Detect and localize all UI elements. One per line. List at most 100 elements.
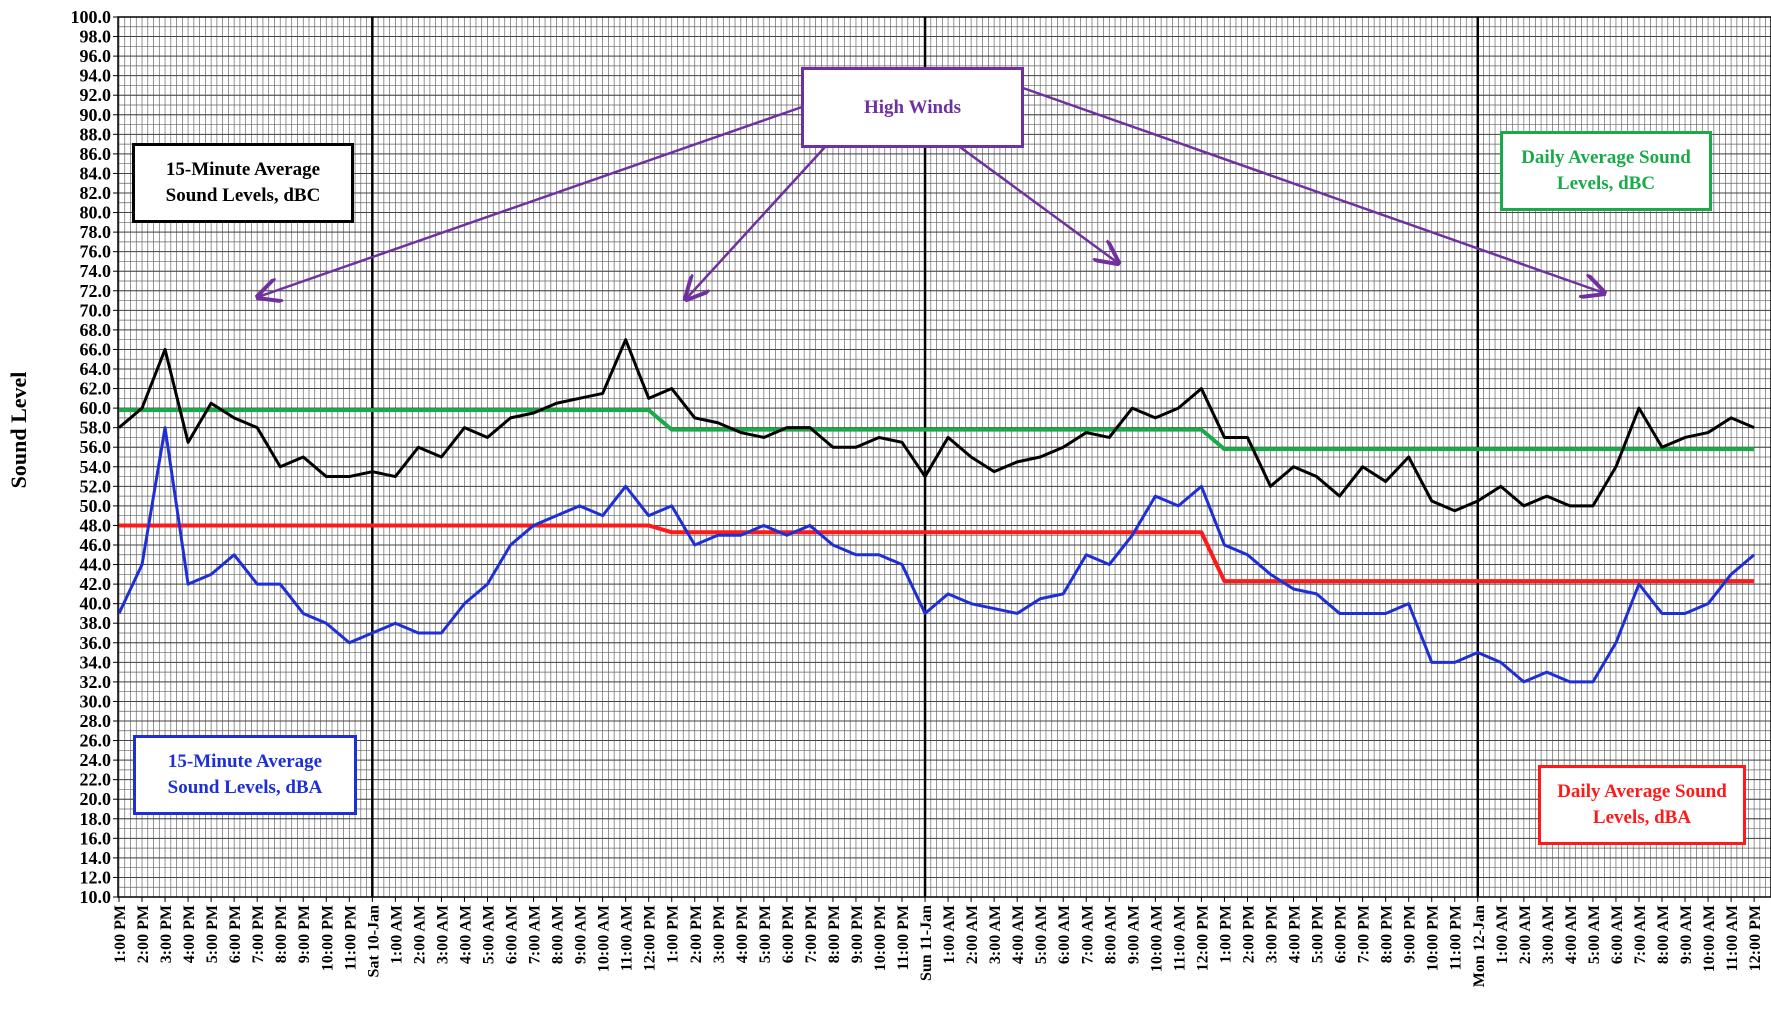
y-tick-label: 36.0 [80, 633, 112, 653]
y-tick-label: 56.0 [80, 437, 112, 457]
y-tick-label: 80.0 [80, 203, 112, 223]
x-tick-label: 3:00 PM [158, 905, 175, 963]
annotation-arrow [1022, 86, 1604, 293]
y-tick-label: 42.0 [80, 574, 112, 594]
y-tick-label: 78.0 [80, 222, 112, 242]
legend-entry: Daily Average Sound Levels, dBC [1500, 131, 1712, 211]
x-tick-label: 7:00 AM [527, 905, 544, 964]
x-tick-label: 2:00 PM [135, 905, 152, 963]
annotation-arrow [959, 145, 1118, 263]
x-tick-label: 8:00 AM [1102, 905, 1119, 964]
y-tick-label: 54.0 [80, 457, 112, 477]
x-tick-label: 6:00 PM [780, 905, 797, 963]
x-tick-label: 2:00 AM [411, 905, 428, 964]
series-line [119, 523, 1755, 584]
y-tick-label: 74.0 [80, 261, 112, 281]
y-tick-label: 58.0 [80, 418, 112, 438]
y-tick-label: 26.0 [80, 731, 112, 751]
y-tick-label: 20.0 [80, 789, 112, 809]
x-tick-label: 1:00 AM [388, 905, 405, 964]
series-line [118, 338, 1755, 513]
x-tick-label: 9:00 AM [1125, 905, 1142, 964]
y-tick-label: 50.0 [80, 496, 112, 516]
x-tick-label: 1:00 PM [112, 905, 129, 963]
x-tick-label: 7:00 PM [1356, 905, 1373, 963]
y-tick-label: 44.0 [80, 555, 112, 575]
y-tick-label: 34.0 [80, 652, 112, 672]
y-tick-label: 14.0 [80, 848, 112, 868]
x-tick-label: 6:00 AM [1609, 905, 1626, 964]
x-tick-label: 1:00 PM [665, 905, 682, 963]
x-tick-label: Mon 12-Jan [1471, 905, 1488, 987]
annotation: High Winds [801, 67, 1024, 148]
x-tick-label: 8:00 PM [826, 905, 843, 963]
x-tick-label: 12:00 PM [1747, 905, 1764, 971]
x-tick-label: 4:00 PM [181, 905, 198, 963]
x-tick-label: 10:00 PM [1425, 905, 1442, 971]
x-tick-label: 4:00 PM [734, 905, 751, 963]
x-tick-label: 9:00 AM [1678, 905, 1695, 964]
x-tick-label: Sat 10-Jan [365, 905, 382, 978]
series-line [118, 426, 1756, 684]
y-tick-label: 12.0 [80, 867, 112, 887]
y-tick-label: 22.0 [80, 770, 112, 790]
series-line [119, 408, 1755, 452]
x-tick-label: 12:00 PM [1194, 905, 1211, 971]
x-tick-label: 6:00 PM [227, 905, 244, 963]
x-tick-label: 3:00 AM [987, 905, 1004, 964]
y-tick-label: 66.0 [80, 339, 112, 359]
x-tick-label: 3:00 AM [1540, 905, 1557, 964]
y-tick-label: 32.0 [80, 672, 112, 692]
x-tick-label: 3:00 PM [1264, 905, 1281, 963]
x-tick-label: 7:00 AM [1632, 905, 1649, 964]
x-tick-label: 5:00 PM [204, 905, 221, 963]
x-tick-label: 11:00 AM [1724, 905, 1741, 971]
y-tick-label: 38.0 [80, 613, 112, 633]
y-tick-label: 64.0 [80, 359, 112, 379]
y-tick-label: 100.0 [71, 7, 112, 27]
y-tick-label: 18.0 [80, 809, 112, 829]
x-tick-label: 10:00 AM [596, 905, 613, 972]
x-tick-label: 2:00 PM [688, 905, 705, 963]
y-tick-label: 72.0 [80, 281, 112, 301]
x-tick-label: 1:00 AM [1494, 905, 1511, 964]
x-tick-label: 7:00 PM [803, 905, 820, 963]
x-tick-label: 8:00 PM [1379, 905, 1396, 963]
x-tick-label: 7:00 PM [250, 905, 267, 963]
y-tick-label: 82.0 [80, 183, 112, 203]
x-tick-label: 11:00 PM [342, 905, 359, 970]
x-tick-label: 7:00 AM [1079, 905, 1096, 964]
y-tick-label: 92.0 [80, 85, 112, 105]
x-tick-label: 10:00 PM [319, 905, 336, 971]
plot-border [117, 16, 1771, 898]
x-tick-label: 4:00 PM [1287, 905, 1304, 963]
x-tick-label: 8:00 AM [550, 905, 567, 964]
x-tick-label: 2:00 AM [1517, 905, 1534, 964]
x-tick-label: 6:00 AM [504, 905, 521, 964]
x-tick-label: 8:00 AM [1655, 905, 1672, 964]
y-tick-label: 96.0 [80, 46, 112, 66]
y-tick-label: 98.0 [80, 27, 112, 47]
x-tick-label: 11:00 PM [895, 905, 912, 970]
x-tick-label: 11:00 PM [1448, 905, 1465, 970]
x-tick-label: 6:00 AM [1056, 905, 1073, 964]
x-tick-label: 3:00 PM [711, 905, 728, 963]
x-tick-label: 5:00 AM [1033, 905, 1050, 964]
y-tick-label: 62.0 [80, 379, 112, 399]
y-tick-label: 86.0 [80, 144, 112, 164]
y-tick-label: 48.0 [80, 515, 112, 535]
x-tick-label: 9:00 PM [296, 905, 313, 963]
y-tick-label: 68.0 [80, 320, 112, 340]
x-tick-label: 5:00 AM [1586, 905, 1603, 964]
x-tick-label: 5:00 AM [480, 905, 497, 964]
y-tick-label: 60.0 [80, 398, 112, 418]
x-tick-label: 5:00 PM [1310, 905, 1327, 963]
annotation-arrow [686, 146, 826, 299]
x-tick-label: 10:00 AM [1701, 905, 1718, 972]
y-tick-label: 16.0 [80, 828, 112, 848]
y-tick-label: 52.0 [80, 476, 112, 496]
y-tick-label: 90.0 [80, 105, 112, 125]
x-tick-label: 10:00 AM [1148, 905, 1165, 972]
x-tick-label: 4:00 AM [1010, 905, 1027, 964]
